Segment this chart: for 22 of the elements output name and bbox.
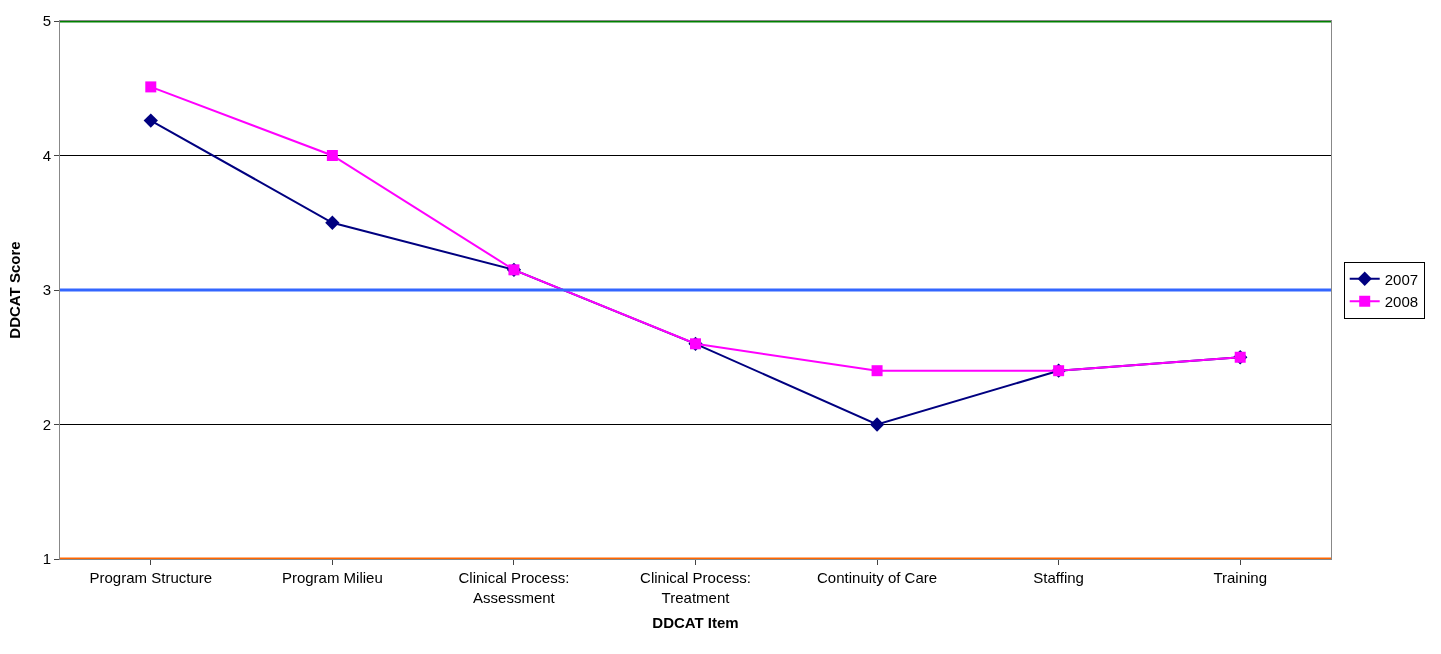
x-tick-label: Training — [1213, 569, 1268, 586]
x-tick-label: Continuity of Care — [817, 569, 938, 586]
y-tick-label: 2 — [42, 415, 51, 433]
x-tick-label: Program Structure — [89, 569, 213, 586]
point — [326, 150, 338, 161]
y-tick-label: 5 — [42, 12, 51, 30]
point — [145, 81, 157, 93]
y-tick-label: 1 — [42, 550, 51, 568]
x-tick-label: Clinical Process: Assessment — [458, 569, 570, 606]
x-axis-title: DDCAT Item — [652, 613, 739, 631]
point — [325, 215, 340, 230]
x-tick-label: Program Milieu — [281, 569, 383, 586]
y-axis-title: DDCAT Score — [6, 241, 23, 339]
x-tick-label: Clinical Process: Treatment — [640, 569, 751, 606]
legend-label: 2007 — [1384, 270, 1419, 288]
point — [869, 417, 885, 432]
point — [143, 113, 158, 128]
legend-label: 2008 — [1384, 293, 1419, 311]
x-tick-label: Staffing — [1033, 569, 1084, 586]
point — [871, 365, 883, 377]
y-tick-label: 3 — [42, 281, 51, 299]
y-tick-label: 4 — [42, 146, 51, 164]
